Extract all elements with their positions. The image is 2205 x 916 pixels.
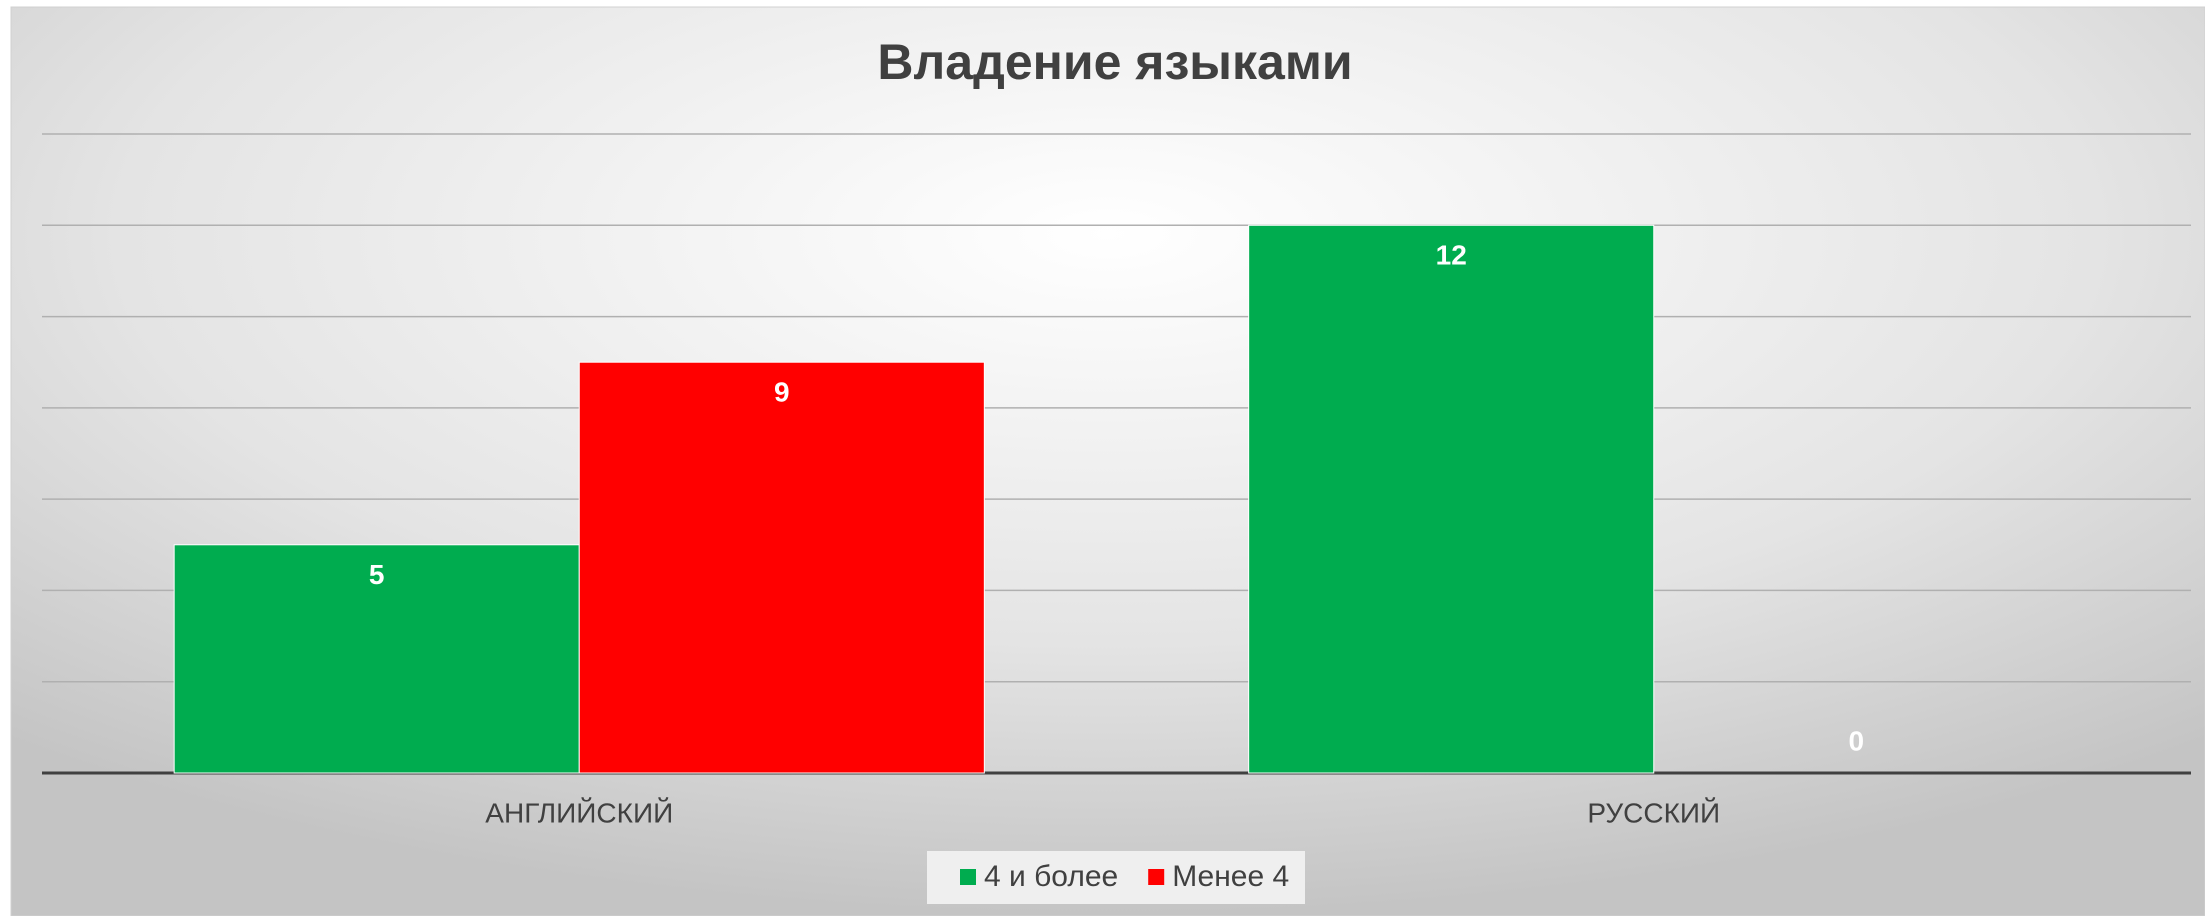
data-label: 9: [774, 377, 790, 408]
bar: [1248, 224, 1655, 774]
bar: [578, 361, 985, 774]
legend-swatch: [1148, 869, 1165, 885]
chart-background: [10, 6, 2205, 916]
data-label: 12: [1436, 240, 1467, 271]
x-tick-label: АНГЛИЙСКИЙ: [485, 797, 673, 828]
data-label: 0: [1849, 725, 1865, 756]
data-label: 5: [369, 559, 385, 590]
legend-swatch: [960, 869, 976, 885]
bar: [173, 544, 580, 774]
legend-box: [927, 851, 1305, 904]
chart-title: Владение языками: [877, 34, 1352, 90]
x-tick-label: РУССКИЙ: [1587, 797, 1720, 828]
legend-label: 4 и более: [984, 860, 1118, 893]
legend-label: Менее 4: [1172, 860, 1289, 893]
